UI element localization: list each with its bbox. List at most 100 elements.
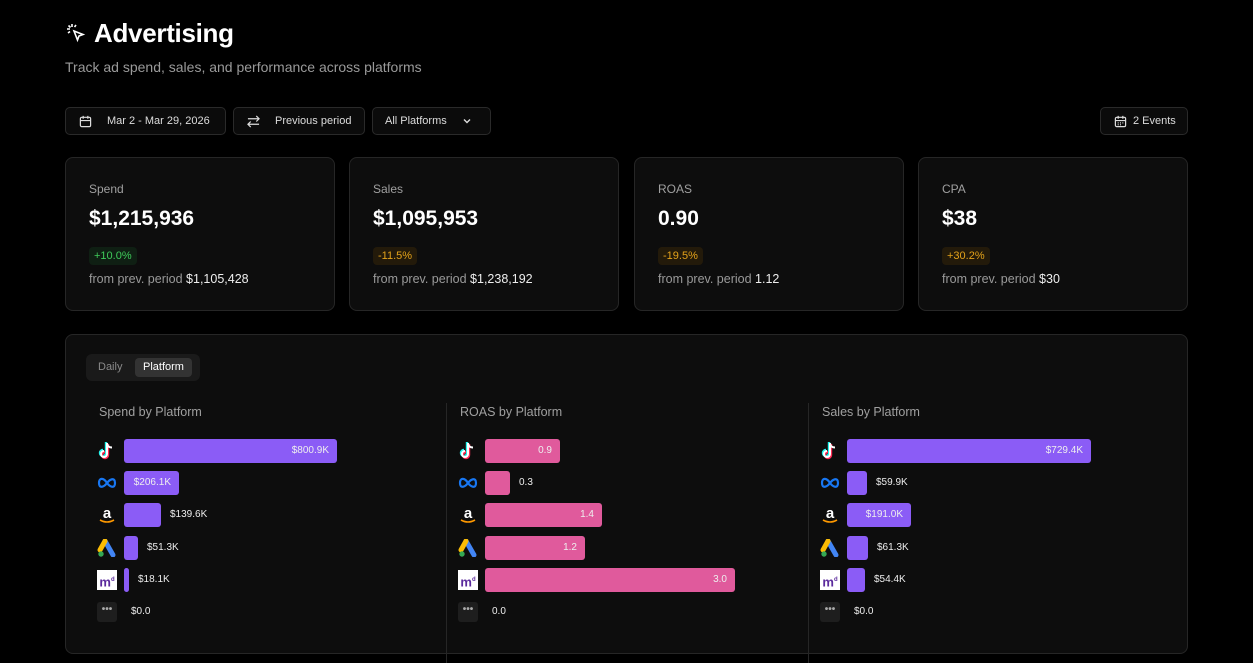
bar[interactable] bbox=[124, 568, 129, 592]
metric-value: $38 bbox=[942, 207, 978, 230]
bar-value-label: 0.0 bbox=[492, 606, 506, 617]
bar-value-label: 3.0 bbox=[713, 574, 727, 585]
bar-value-label: $18.1K bbox=[138, 574, 170, 585]
divider bbox=[446, 403, 447, 663]
bar[interactable] bbox=[124, 439, 337, 463]
chevron-down-icon bbox=[463, 119, 471, 124]
bar-value-label: $139.6K bbox=[170, 509, 208, 520]
svg-text:a: a bbox=[103, 505, 112, 522]
google-ads-icon bbox=[97, 538, 117, 558]
platform-select-label: All Platforms bbox=[385, 115, 447, 127]
bar-value-label: 0.3 bbox=[519, 477, 533, 488]
bar[interactable] bbox=[847, 503, 911, 527]
bar[interactable] bbox=[124, 536, 138, 560]
bar[interactable] bbox=[124, 471, 179, 495]
bar[interactable] bbox=[485, 503, 602, 527]
metric-label: Spend bbox=[89, 182, 124, 196]
page-subtitle: Track ad spend, sales, and performance a… bbox=[65, 59, 422, 75]
tab-daily[interactable]: Daily bbox=[98, 361, 123, 373]
amazon-icon: a bbox=[97, 505, 117, 525]
metric-card-spend: Spend $1,215,936 +10.0% from prev. perio… bbox=[65, 157, 335, 311]
change-badge: -19.5% bbox=[658, 247, 703, 265]
bar-row-mntn: md $54.4K bbox=[789, 568, 1149, 592]
bar[interactable] bbox=[485, 471, 510, 495]
amazon-icon: a bbox=[458, 505, 478, 525]
change-badge: +30.2% bbox=[942, 247, 990, 265]
bar-row-mntn: md 3.0 bbox=[427, 568, 787, 592]
bar[interactable] bbox=[485, 536, 585, 560]
chart-title: ROAS by Platform bbox=[460, 405, 563, 419]
bar-value-label: $0.0 bbox=[854, 606, 874, 617]
bar-value-label: 1.4 bbox=[580, 509, 594, 520]
tiktok-icon bbox=[97, 441, 117, 461]
metric-value: $1,215,936 bbox=[89, 207, 195, 230]
bar-row-amazon: a $139.6K bbox=[66, 503, 426, 527]
tab-platform[interactable]: Platform bbox=[135, 358, 192, 377]
more-icon: ••• bbox=[97, 602, 117, 622]
bar[interactable] bbox=[847, 568, 865, 592]
tiktok-icon bbox=[458, 441, 478, 461]
amazon-icon: a bbox=[820, 505, 840, 525]
meta-icon bbox=[458, 473, 478, 493]
bar[interactable] bbox=[485, 439, 560, 463]
meta-icon bbox=[97, 473, 117, 493]
bar[interactable] bbox=[485, 568, 735, 592]
bar-row-other: ••• 0.0 bbox=[427, 600, 787, 624]
chart-roas-by-platform: ROAS by Platform 0.9 0.3 a 1.4 1.2 md 3.… bbox=[427, 391, 789, 651]
change-badge: -11.5% bbox=[373, 247, 418, 265]
more-icon: ••• bbox=[820, 602, 840, 622]
bar-row-google-ads: 1.2 bbox=[427, 536, 787, 560]
previous-period: from prev. period $1,105,428 bbox=[89, 272, 249, 286]
chart-spend-by-platform: Spend by Platform $800.9K $206.1K a $139… bbox=[66, 391, 428, 651]
bar[interactable] bbox=[847, 536, 868, 560]
metric-card-cpa: CPA $38 +30.2% from prev. period $30 bbox=[918, 157, 1188, 311]
meta-icon bbox=[820, 473, 840, 493]
calendar-events-icon bbox=[1114, 115, 1127, 127]
compare-period-label: Previous period bbox=[275, 115, 352, 127]
cursor-click-icon bbox=[67, 24, 86, 43]
calendar-icon bbox=[79, 115, 92, 127]
bar-value-label: $54.4K bbox=[874, 574, 906, 585]
tiktok-icon bbox=[820, 441, 840, 461]
bar-value-label: $51.3K bbox=[147, 542, 179, 553]
google-ads-icon bbox=[458, 538, 478, 558]
bar-value-label: 0.9 bbox=[538, 445, 552, 456]
chart-sales-by-platform: Sales by Platform $729.4K $59.9K a $191.… bbox=[789, 391, 1151, 651]
mntn-icon: md bbox=[458, 570, 478, 590]
svg-text:a: a bbox=[464, 505, 473, 522]
bar-value-label: $0.0 bbox=[131, 606, 151, 617]
change-badge: +10.0% bbox=[89, 247, 137, 265]
platform-charts-panel: Daily Platform Spend by Platform $800.9K… bbox=[65, 334, 1188, 663]
previous-value: 1.12 bbox=[755, 272, 780, 286]
bar-value-label: $729.4K bbox=[1045, 445, 1083, 456]
bar[interactable] bbox=[124, 503, 161, 527]
metric-label: Sales bbox=[373, 182, 404, 196]
previous-value: $1,238,192 bbox=[470, 272, 533, 286]
bar-row-meta: $206.1K bbox=[66, 471, 426, 495]
bar-row-google-ads: $61.3K bbox=[789, 536, 1149, 560]
date-range-button[interactable]: Mar 2 - Mar 29, 2026 bbox=[65, 107, 226, 135]
bar-value-label: 1.2 bbox=[563, 542, 577, 553]
metric-card-roas: ROAS 0.90 -19.5% from prev. period 1.12 bbox=[634, 157, 904, 311]
chart-title: Sales by Platform bbox=[822, 405, 920, 419]
previous-value: $30 bbox=[1039, 272, 1060, 286]
compare-period-button[interactable]: Previous period bbox=[233, 107, 365, 135]
bar[interactable] bbox=[847, 471, 867, 495]
bar-row-google-ads: $51.3K bbox=[66, 536, 426, 560]
bar-row-mntn: md $18.1K bbox=[66, 568, 426, 592]
bar-row-amazon: a 1.4 bbox=[427, 503, 787, 527]
events-button[interactable]: 2 Events bbox=[1100, 107, 1188, 135]
bar-value-label: $206.1K bbox=[133, 477, 171, 488]
bar-row-other: ••• $0.0 bbox=[66, 600, 426, 624]
metric-value: $1,095,953 bbox=[373, 207, 479, 230]
metric-card-sales: Sales $1,095,953 -11.5% from prev. perio… bbox=[349, 157, 619, 311]
page-title: Advertising bbox=[94, 18, 234, 48]
platform-select[interactable]: All Platforms bbox=[372, 107, 491, 135]
previous-value: $1,105,428 bbox=[186, 272, 249, 286]
mntn-icon: md bbox=[97, 570, 117, 590]
arrows-swap-icon bbox=[247, 115, 260, 127]
bar[interactable] bbox=[847, 439, 1091, 463]
chart-title: Spend by Platform bbox=[99, 405, 202, 419]
bar-row-other: ••• $0.0 bbox=[789, 600, 1149, 624]
view-toggle: Daily Platform bbox=[86, 354, 200, 381]
